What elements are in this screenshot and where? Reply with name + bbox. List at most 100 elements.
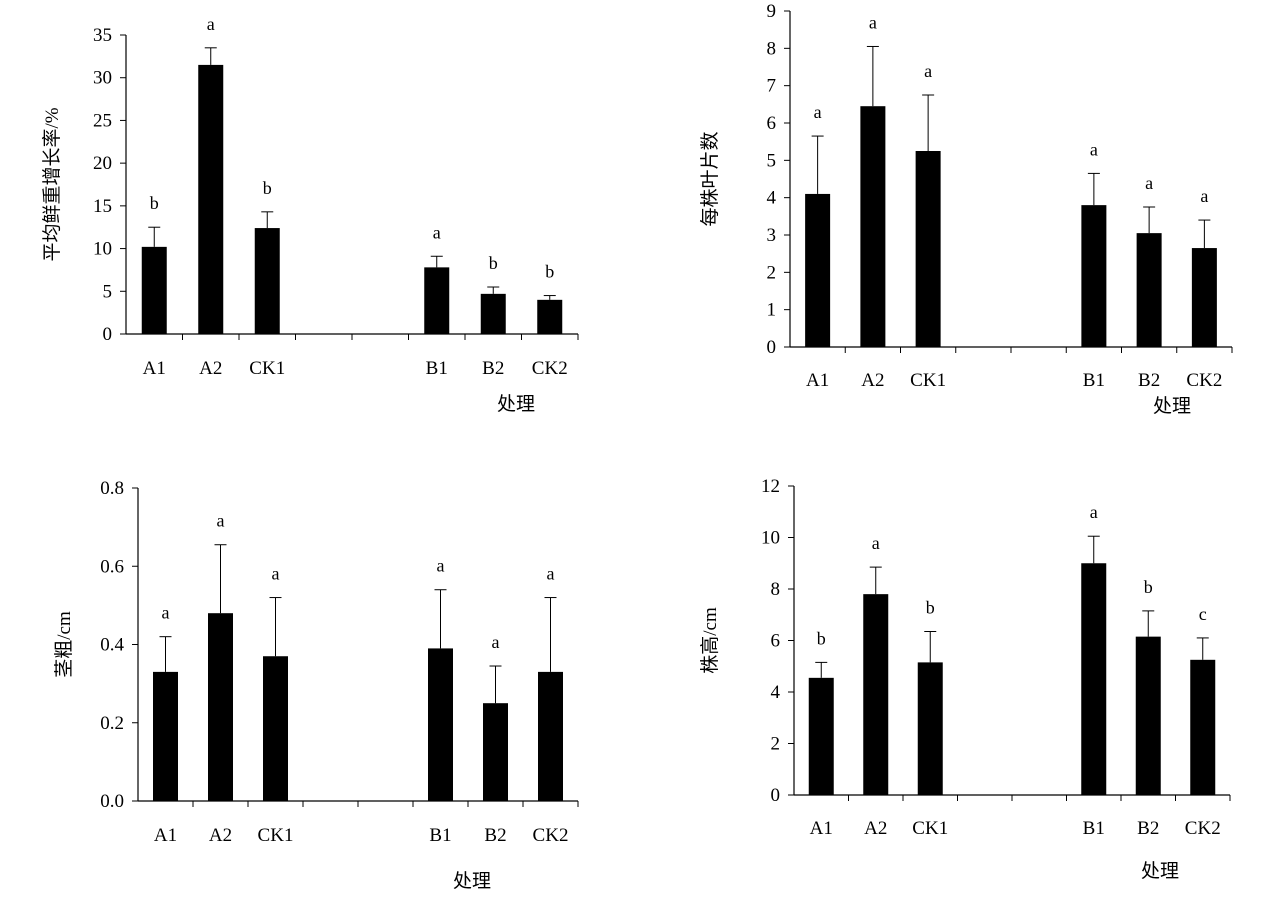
bar: [1136, 233, 1162, 347]
bar: [1081, 205, 1107, 347]
x-axis-title: 处理: [497, 393, 535, 415]
significance-letter: a: [1200, 186, 1208, 206]
y-tick-label: 0.4: [100, 635, 124, 656]
y-tick-label: 30: [93, 68, 112, 89]
y-tick-label: 20: [93, 153, 112, 174]
category-label: B2: [1138, 370, 1160, 391]
y-tick-label: 4: [767, 188, 777, 209]
y-tick-label: 4: [771, 682, 781, 703]
significance-letter: a: [162, 603, 170, 623]
y-tick-label: 6: [767, 113, 777, 134]
bar: [254, 228, 280, 334]
significance-letter: a: [1145, 173, 1153, 193]
bar: [538, 671, 563, 801]
category-label: CK2: [532, 358, 568, 379]
significance-letter: b: [1144, 577, 1153, 597]
significance-letter: a: [492, 632, 500, 652]
significance-letter: a: [437, 556, 445, 576]
y-tick-label: 2: [767, 262, 777, 283]
category-label: A2: [861, 370, 884, 391]
y-axis-title: 每株叶片数: [699, 131, 721, 226]
bar: [808, 677, 834, 795]
significance-letter: a: [433, 222, 441, 242]
x-axis-title: 处理: [453, 870, 491, 892]
significance-letter: a: [547, 564, 555, 584]
chart-fresh-weight-growth-rate: 0 5 10 15 20 25 30 35 A1 b A2 a CK1 b B1 a B2 b CK2 b 处理 平均鲜重…: [41, 14, 579, 415]
category-label: CK1: [258, 825, 294, 846]
y-tick-label: 5: [103, 281, 113, 302]
y-tick-label: 8: [771, 579, 781, 600]
category-label: CK1: [249, 358, 285, 379]
y-tick-label: 3: [767, 225, 777, 246]
bar: [141, 246, 167, 334]
significance-letter: a: [872, 533, 880, 553]
significance-letter: a: [272, 564, 280, 584]
y-tick-label: 0.8: [100, 478, 124, 499]
category-label: CK1: [912, 818, 948, 839]
y-axis-title: 茎粗/cm: [53, 611, 75, 678]
y-tick-label: 7: [767, 76, 777, 97]
bar: [860, 106, 886, 347]
significance-letter: b: [545, 262, 554, 282]
bar: [805, 193, 831, 347]
bar: [198, 64, 224, 335]
y-tick-label: 5: [767, 150, 777, 171]
significance-letter: a: [869, 12, 877, 32]
significance-letter: b: [817, 628, 826, 648]
bar: [424, 267, 450, 334]
x-axis-title: 处理: [1153, 395, 1191, 417]
significance-letter: b: [263, 178, 272, 198]
bar: [537, 299, 563, 334]
y-tick-label: 2: [771, 734, 781, 755]
y-tick-label: 0.0: [100, 791, 124, 812]
significance-letter: b: [489, 253, 498, 273]
bar: [428, 648, 453, 801]
significance-letter: a: [924, 61, 932, 81]
bar: [483, 703, 508, 801]
y-tick-label: 0: [767, 337, 777, 358]
bar: [1081, 563, 1107, 795]
y-axis-title: 株高/cm: [699, 607, 721, 674]
y-tick-label: 0.6: [100, 556, 124, 577]
y-tick-label: 6: [771, 631, 781, 652]
y-tick-label: 25: [93, 110, 112, 131]
category-label: B2: [484, 825, 506, 846]
category-label: CK2: [1185, 818, 1221, 839]
y-axis-title: 平均鲜重增长率/%: [41, 107, 63, 261]
significance-letter: b: [926, 597, 935, 617]
y-tick-label: 9: [767, 1, 777, 22]
category-label: B2: [482, 358, 504, 379]
bar: [863, 594, 889, 795]
y-tick-label: 0: [103, 324, 113, 345]
category-label: A2: [864, 818, 887, 839]
category-label: A1: [154, 825, 177, 846]
bar: [915, 151, 941, 347]
bar: [917, 662, 943, 795]
y-tick-label: 12: [761, 476, 780, 497]
category-label: A1: [143, 358, 166, 379]
y-tick-label: 0: [771, 785, 781, 806]
y-tick-label: 10: [93, 239, 112, 260]
category-label: B1: [1083, 370, 1105, 391]
category-label: B1: [1083, 818, 1105, 839]
bar: [153, 671, 178, 801]
category-label: CK1: [910, 370, 946, 391]
category-label: CK2: [533, 825, 569, 846]
category-label: A1: [810, 818, 833, 839]
significance-letter: c: [1199, 604, 1207, 624]
bar: [1191, 248, 1217, 347]
significance-letter: a: [217, 511, 225, 531]
bar: [1135, 636, 1161, 795]
y-tick-label: 1: [767, 300, 777, 321]
x-axis-title: 处理: [1141, 860, 1179, 882]
category-label: A2: [199, 358, 222, 379]
significance-letter: b: [150, 193, 159, 213]
y-tick-label: 0.2: [100, 713, 124, 734]
chart-plant-height: 0 2 4 6 8 10 12 A1 b A2 a CK1 b B1 a B2 b CK2 c 处理 株高/cm: [699, 476, 1231, 882]
bar: [208, 613, 233, 801]
category-label: A1: [806, 370, 829, 391]
category-label: B2: [1137, 818, 1159, 839]
bar: [263, 656, 288, 801]
y-tick-label: 8: [767, 38, 777, 59]
significance-letter: a: [814, 102, 822, 122]
